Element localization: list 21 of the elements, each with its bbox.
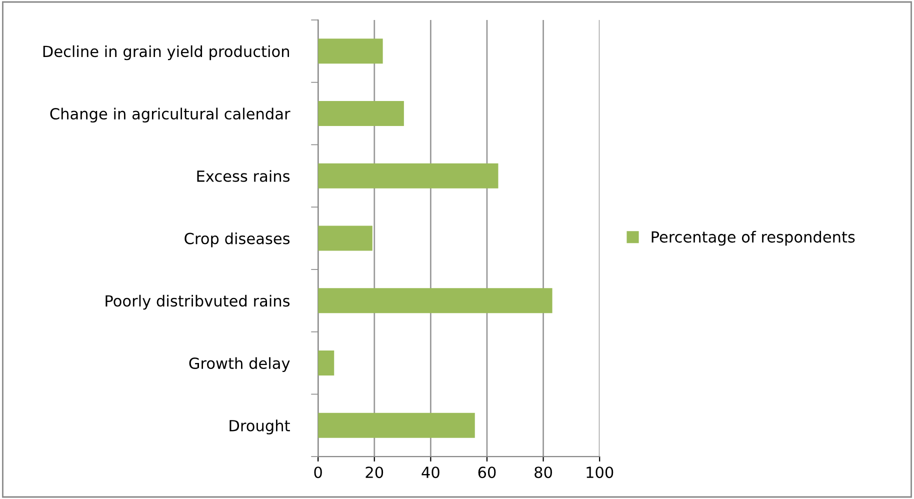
x-tick-label: 0 [314, 466, 322, 478]
y-tick-label: Crop diseases [184, 232, 290, 248]
legend-label: Percentage of respondents [652, 230, 855, 246]
y-tick-label: Decline in grain yield production [43, 45, 289, 60]
x-tick-label: 60 [478, 466, 496, 478]
y-tick-label: Change in agricultural calendar [50, 108, 290, 123]
y-tick-label: Growth delay [189, 357, 290, 372]
y-tick-label: Drought [230, 420, 290, 434]
bar [318, 350, 334, 376]
x-tick-label: 80 [534, 466, 552, 478]
y-tick-label: Poorly distribvuted rains [106, 294, 290, 310]
bar [318, 38, 383, 64]
x-tick-label: 20 [366, 466, 384, 478]
x-tick-label: 100 [586, 466, 614, 478]
bar [318, 412, 475, 438]
x-tick-label: 40 [422, 466, 440, 478]
bar [318, 163, 498, 188]
bar [318, 288, 552, 314]
bar [318, 226, 372, 251]
y-tick-label: Excess rains [197, 170, 290, 182]
bar [318, 101, 404, 126]
